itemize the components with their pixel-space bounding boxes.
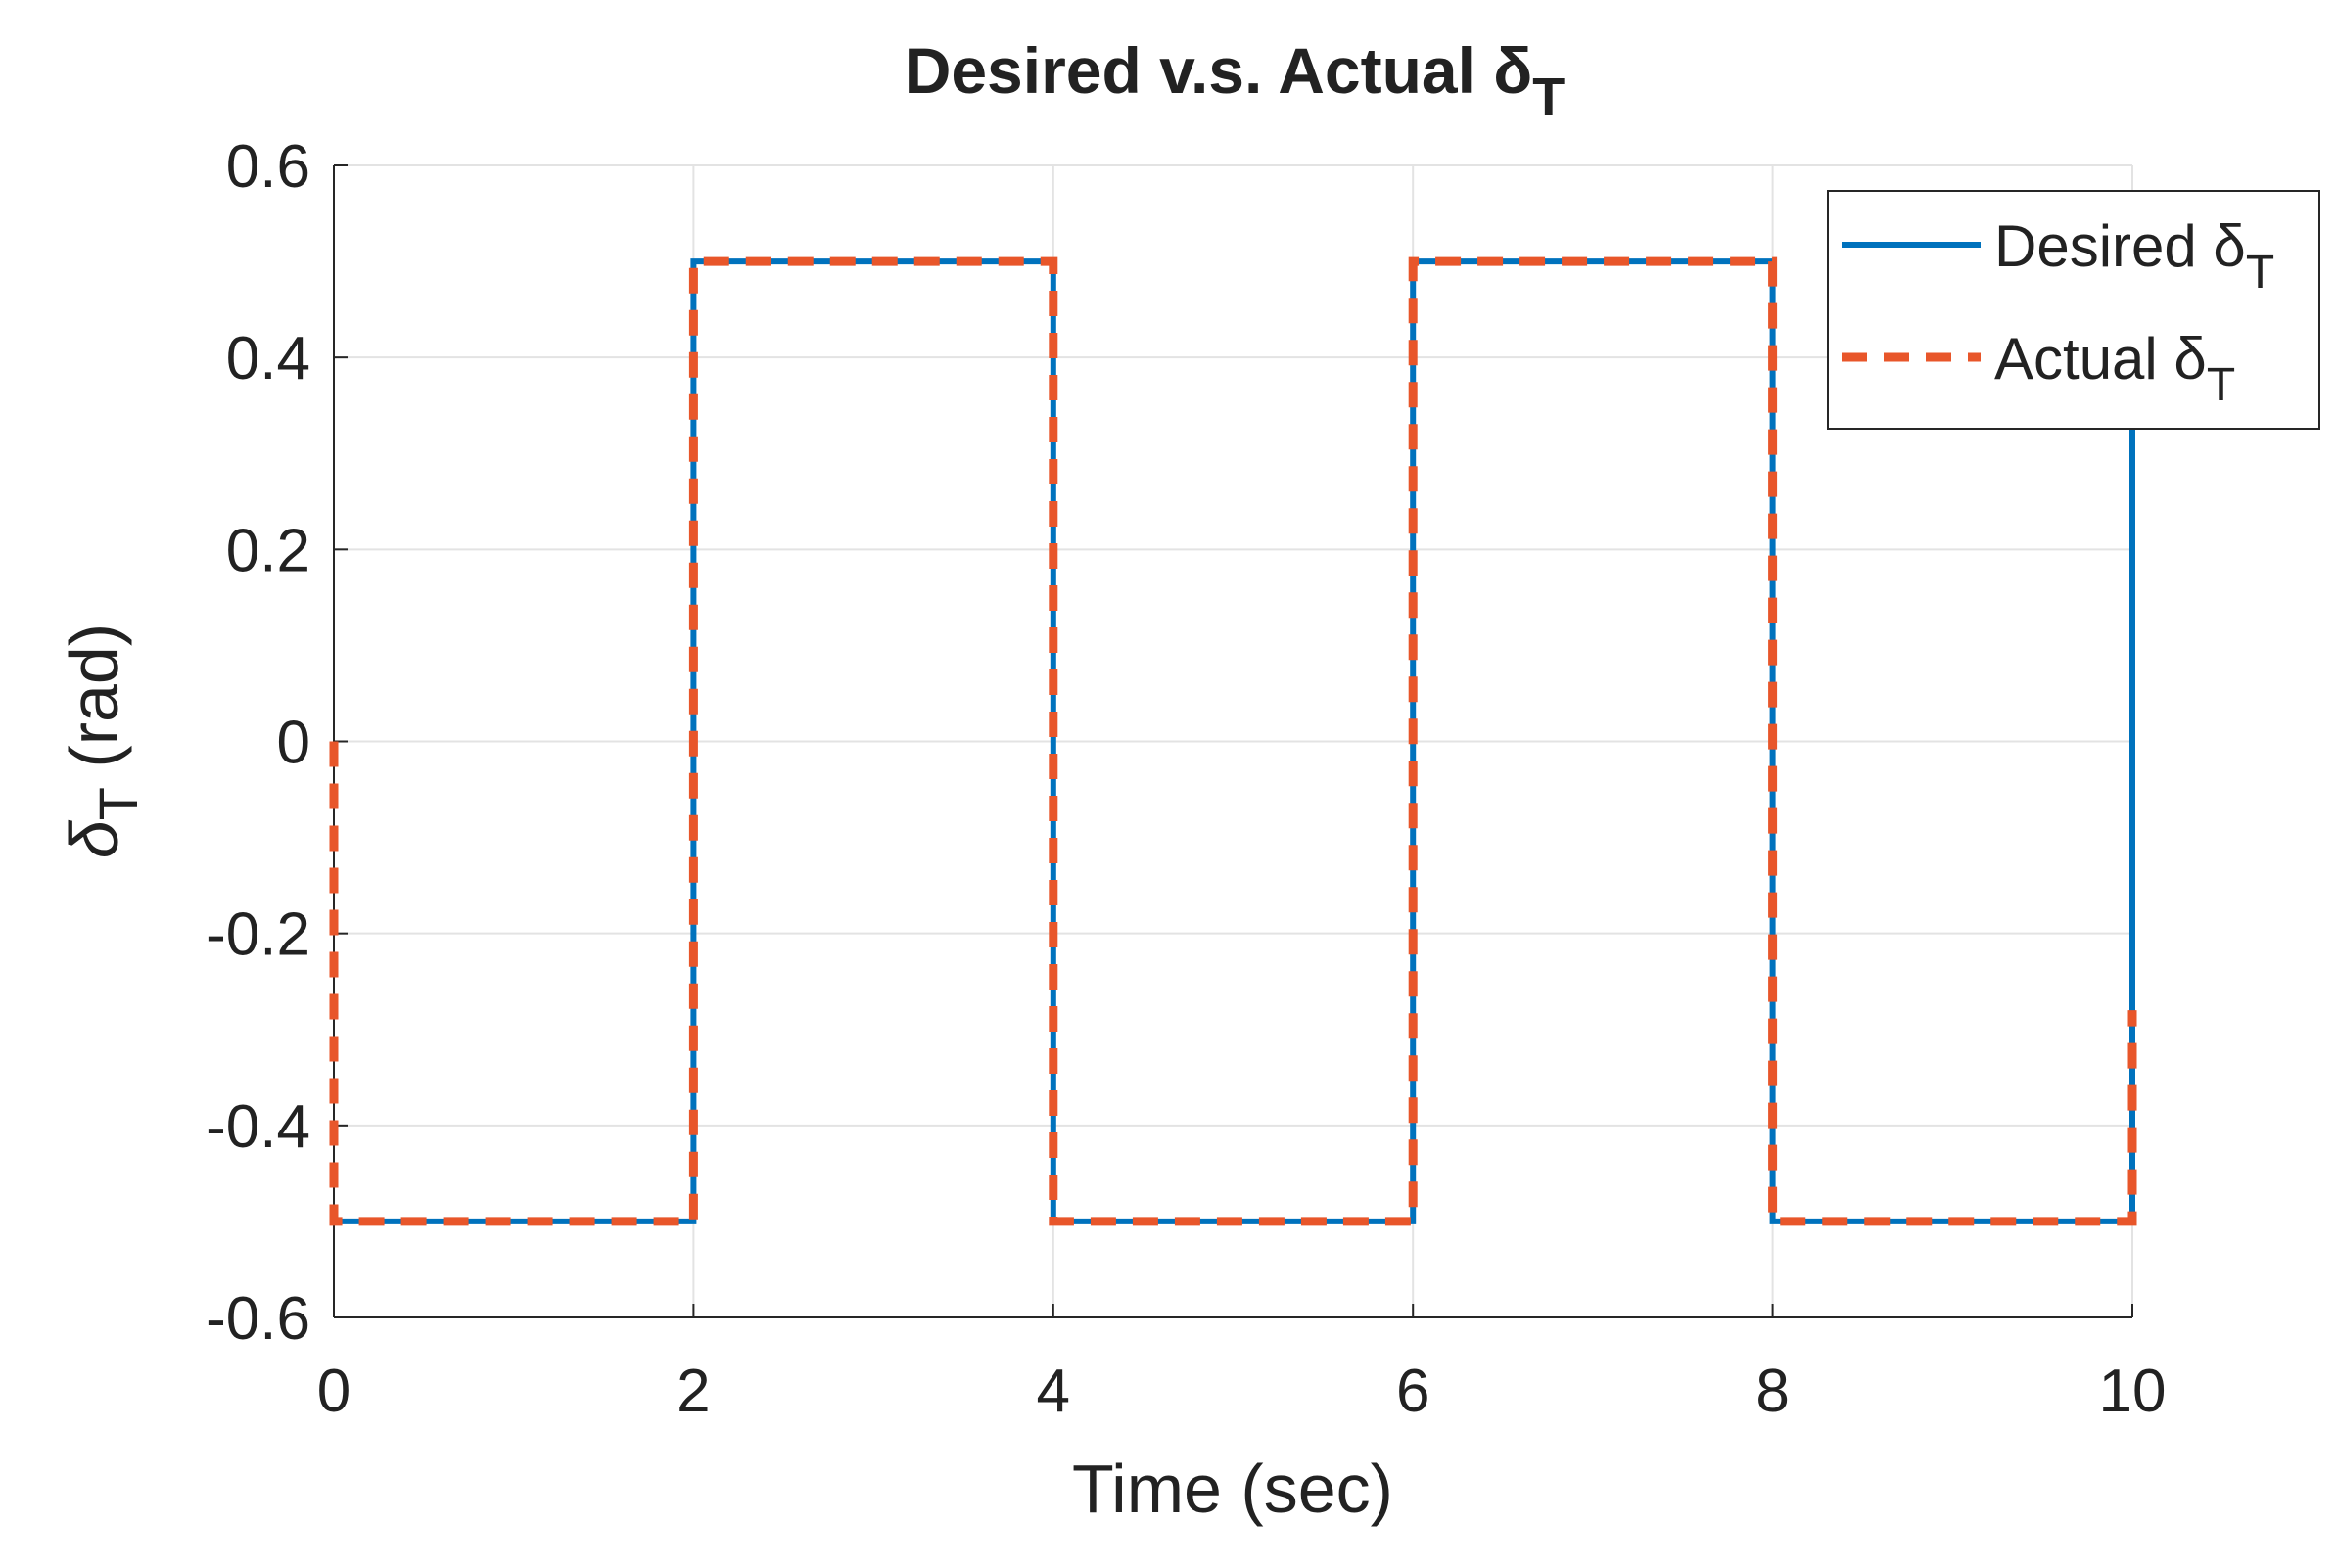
legend-name: Actual δ [1994,326,2207,392]
title-text: Desired v.s. Actual δ [905,34,1533,107]
title-subscript: T [1532,68,1565,126]
x-axis-label: Time (sec) [1072,1451,1393,1527]
y-tick-label: -0.4 [206,1093,310,1161]
legend-subscript: T [2246,247,2274,299]
y-tick-label: 0.4 [226,325,310,392]
legend-box [1827,190,2320,430]
legend-label: Desired δT [1994,213,2274,299]
y-tick-label: 0 [277,710,310,777]
legend-name: Desired δ [1994,213,2246,279]
y-label-suffix: (rad) [56,623,132,787]
legend-label: Actual δT [1994,326,2235,411]
legend-subscript: T [2207,359,2235,411]
y-tick-label: -0.2 [206,901,310,969]
y-label-subscript: T [87,787,149,820]
y-axis-label: δT (rad) [56,623,149,858]
y-tick-label: 0.6 [226,133,310,201]
y-tick-label: -0.6 [206,1285,310,1353]
y-label-symbol: δ [56,819,132,858]
y-tick-label: 0.2 [226,517,310,584]
chart-title: Desired v.s. Actual δT [905,34,1566,126]
x-tick-label: 4 [1037,1358,1070,1425]
x-tick-label: 2 [677,1358,710,1425]
x-tick-label: 10 [2099,1358,2167,1425]
x-tick-label: 8 [1755,1358,1789,1425]
x-tick-label: 6 [1396,1358,1429,1425]
series-line [329,256,2137,1226]
x-tick-label: 0 [317,1358,351,1425]
